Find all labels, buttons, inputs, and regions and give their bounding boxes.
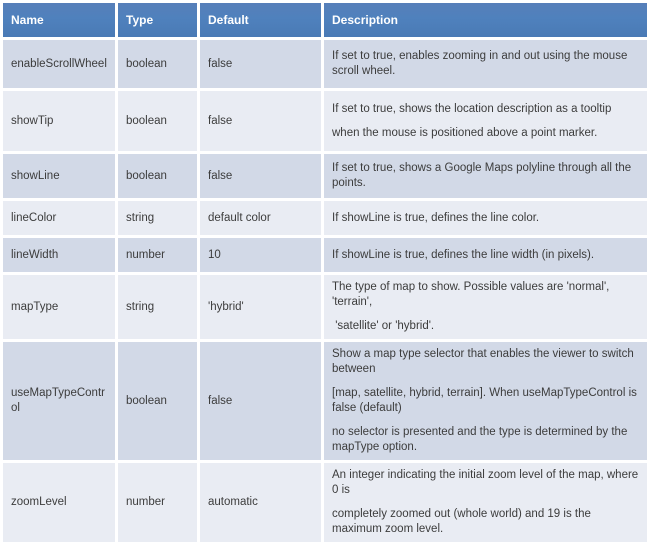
param-default-cell: false [200, 40, 321, 88]
table-row: showLine boolean false If set to true, show… [3, 154, 647, 198]
param-description-cell: If showLine is true, defines the line co… [324, 201, 647, 235]
param-description-cell: If showLine is true, defines the line wi… [324, 238, 647, 272]
param-default-cell: false [200, 91, 321, 151]
table-row: mapType string'hybrid' The type of map to … [3, 275, 647, 339]
param-description-cell: If set to true, enables zooming in and o… [324, 40, 647, 88]
description-paragraph: If set to true, shows a Google Maps poly… [332, 162, 635, 189]
description-paragraph: [map, satellite, hybrid, terrain]. When … [332, 387, 641, 414]
description-paragraph: If set to true, enables zooming in and o… [332, 50, 631, 77]
description-paragraph: If showLine is true, defines the line co… [332, 211, 540, 224]
param-type-cell: boolean [118, 342, 197, 460]
param-description-cell: An integer indicating the initial zoom l… [324, 463, 647, 542]
param-default-cell: false [200, 154, 321, 198]
column-header-type: Type [118, 3, 197, 37]
table-row: lineWidth number 10 If showLine is true, de… [3, 238, 647, 272]
param-description-cell: Show a map type selector that enables th… [324, 342, 647, 460]
table-row: zoomLevel number automatic An integer indic… [3, 463, 647, 542]
column-header-name: Name [3, 3, 115, 37]
param-type-cell: number [118, 463, 197, 542]
param-type-cell: string [118, 201, 197, 235]
description-paragraph: completely zoomed out (whole world) and … [332, 508, 595, 535]
description-paragraph: If showLine is true, defines the line wi… [332, 248, 595, 261]
param-description-cell: If set to true, shows the location descr… [324, 91, 647, 151]
table-row: showTip boolean false If set to true, shows… [3, 91, 647, 151]
description-paragraph: when the mouse is positioned above a poi… [332, 126, 598, 139]
table-row: enableScrollWheel boolean false If set to t… [3, 40, 647, 88]
description-paragraph: no selector is presented and the type is… [332, 426, 631, 453]
header-row: Name Type Default Description [3, 3, 647, 37]
param-type-cell: boolean [118, 40, 197, 88]
param-name-cell: enableScrollWheel [3, 40, 115, 88]
param-type-cell: string [118, 275, 197, 339]
description-paragraph: 'satellite' or 'hybrid'. [332, 320, 435, 332]
param-description-cell: If set to true, shows a Google Maps poly… [324, 154, 647, 198]
table-row: lineColor string default color If showLine … [3, 201, 647, 235]
table-body: enableScrollWheel boolean false If set to t… [3, 40, 647, 542]
param-default-cell: automatic [200, 463, 321, 542]
param-name-cell: mapType [3, 275, 115, 339]
description-paragraph: The type of map to show. Possible values… [332, 281, 613, 308]
param-type-cell: boolean [118, 154, 197, 198]
param-name-cell: zoomLevel [3, 463, 115, 542]
table-row: useMapTypeControl boolean false Show a map … [3, 342, 647, 460]
param-default-cell: false [200, 342, 321, 460]
param-type-cell: boolean [118, 91, 197, 151]
description-paragraph: If set to true, shows the location descr… [332, 102, 612, 115]
param-name-cell: showTip [3, 91, 115, 151]
param-default-cell: 10 [200, 238, 321, 272]
param-default-cell: 'hybrid' [200, 275, 321, 339]
param-name-cell: lineColor [3, 201, 115, 235]
column-header-default: Default [200, 3, 321, 37]
description-paragraph: An integer indicating the initial zoom l… [332, 469, 642, 496]
description-paragraph: Show a map type selector that enables th… [332, 348, 637, 375]
param-default-cell: default color [200, 201, 321, 235]
param-description-cell: The type of map to show. Possible values… [324, 275, 647, 339]
param-name-cell: useMapTypeControl [3, 342, 115, 460]
column-header-description: Description [324, 3, 647, 37]
param-type-cell: number [118, 238, 197, 272]
param-name-cell: showLine [3, 154, 115, 198]
param-name-cell: lineWidth [3, 238, 115, 272]
